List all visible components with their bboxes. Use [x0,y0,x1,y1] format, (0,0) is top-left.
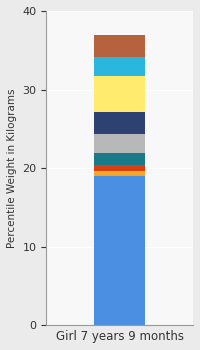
Bar [94,176,145,325]
Bar [94,76,145,112]
Bar [94,153,145,165]
Bar [94,171,145,176]
Bar [94,112,145,133]
Y-axis label: Percentile Weight in Kilograms: Percentile Weight in Kilograms [7,88,17,248]
Bar [94,133,145,153]
Bar [94,35,145,56]
Bar [94,165,145,171]
Bar [94,56,145,76]
